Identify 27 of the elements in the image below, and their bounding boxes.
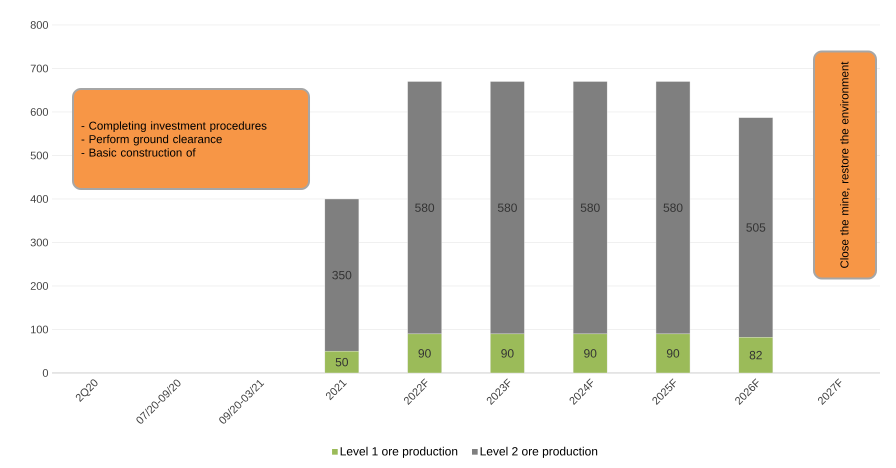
y-tick-label: 600 (30, 108, 48, 116)
y-tick-label: 500 (30, 152, 48, 160)
annotation: - Perform ground clearance (82, 134, 222, 146)
annotation: Close the mine, restore the environment (840, 62, 850, 268)
y-tick-label: 700 (30, 64, 48, 72)
data-label: 580 (415, 203, 434, 212)
legend-label: Level 2 ore production (480, 446, 598, 458)
data-label: 580 (498, 203, 517, 212)
data-label: 50 (336, 358, 348, 366)
data-label: 350 (332, 270, 352, 280)
legend-label: Level 1 ore production (340, 446, 458, 458)
y-tick-label: 800 (30, 21, 48, 29)
data-label: 82 (750, 350, 762, 360)
y-tick-label: 400 (30, 195, 48, 203)
y-tick-label: 100 (31, 326, 48, 334)
data-label: 90 (418, 349, 431, 358)
data-label: 580 (664, 203, 683, 212)
data-label: 90 (666, 349, 680, 358)
data-label: 90 (584, 349, 596, 358)
data-label: 580 (580, 203, 600, 212)
data-label: 90 (501, 349, 514, 358)
annotation: - Completing investment procedures (82, 121, 266, 132)
y-tick-label: 200 (30, 282, 48, 290)
annotation: - Basic construction of (82, 148, 196, 157)
data-label: 505 (746, 223, 766, 232)
y-tick-label: 300 (30, 238, 48, 246)
y-tick-label: 0 (42, 369, 48, 377)
